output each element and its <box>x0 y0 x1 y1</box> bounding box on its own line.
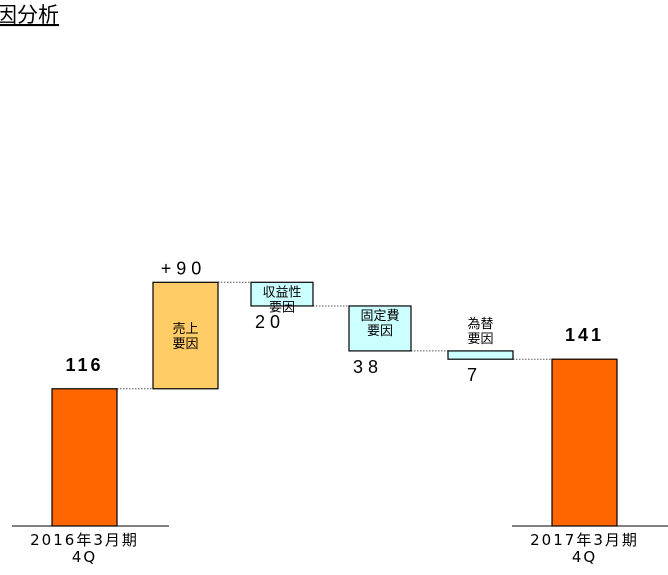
bars <box>12 281 668 527</box>
factor-name-4-1: 要因 <box>467 332 493 347</box>
bar-3 <box>348 305 412 352</box>
delta-label-4: 7 <box>467 365 482 385</box>
bar-1 <box>152 281 219 390</box>
delta-label-2: 20 <box>255 312 285 332</box>
factor-name-1-0: 売上 <box>172 321 198 337</box>
category-label-5-0: 2017年3月期 <box>530 531 639 549</box>
factor-name-3-1: 要因 <box>367 324 393 339</box>
connector-lines <box>117 281 552 390</box>
chart-title: 因分析 <box>0 3 59 27</box>
factor-name-3-0: 固定費 <box>360 309 399 324</box>
factor-name-2-1: 要因 <box>269 300 295 315</box>
delta-label-1: +90 <box>161 258 207 278</box>
bar-4 <box>447 350 514 360</box>
category-label-5-1: 4Q <box>572 548 597 566</box>
total-label-0: 116 <box>65 355 103 375</box>
bar-0 <box>51 388 118 527</box>
bar-2 <box>250 281 314 307</box>
total-label-5: 141 <box>565 325 604 345</box>
bar-5 <box>551 358 618 527</box>
factor-name-4-0: 為替 <box>467 316 493 332</box>
category-label-0-1: 4Q <box>72 548 97 566</box>
category-label-0-0: 2016年3月期 <box>30 531 139 549</box>
delta-label-3: 38 <box>353 357 383 377</box>
factor-name-2-0: 収益性 <box>262 285 301 300</box>
factor-name-1-1: 要因 <box>172 337 198 352</box>
